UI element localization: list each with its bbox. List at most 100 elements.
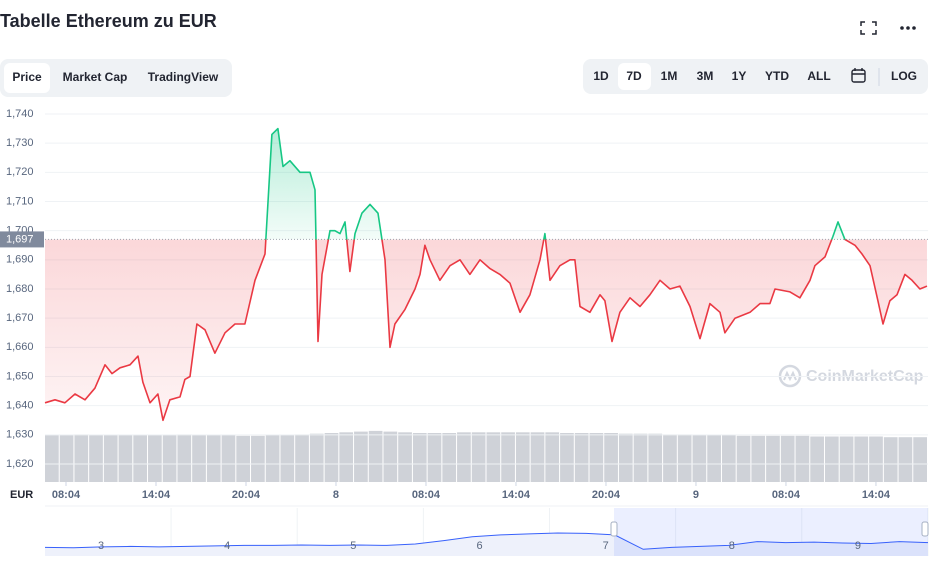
baseline-label-bg: [0, 231, 44, 248]
volume-bar: [324, 433, 339, 482]
volume-bar: [501, 432, 515, 482]
navigator-label: 5: [350, 540, 356, 552]
expand-icon[interactable]: [860, 21, 877, 35]
range[interactable]: 1Y: [732, 69, 747, 83]
navigator-area: [45, 533, 928, 556]
x-tick-label: 14:04: [142, 489, 171, 501]
volume-bar: [280, 435, 295, 482]
volume-bar: [780, 435, 795, 482]
volume-bar: [339, 432, 354, 482]
y-tick-label: 1,740: [6, 108, 34, 120]
navigator-handle[interactable]: [610, 521, 618, 537]
volume-bar: [295, 434, 309, 482]
volume-bar: [412, 433, 427, 482]
x-tick-label: 9: [693, 489, 699, 501]
volume-bar: [589, 433, 604, 482]
volume-bar: [309, 433, 324, 482]
range[interactable]: 1D: [593, 69, 609, 83]
volume-bar: [59, 435, 74, 482]
volume-bar: [883, 437, 898, 482]
y-tick-label: 1,640: [6, 400, 34, 412]
navigator-label: 6: [476, 540, 482, 552]
navigator-label: 4: [224, 540, 230, 552]
navigator-label: 7: [603, 540, 609, 552]
volume-bar: [618, 433, 633, 482]
volume-bar: [530, 432, 545, 482]
more-icon[interactable]: [900, 26, 916, 30]
volume-bar: [133, 435, 148, 482]
volume-bar: [236, 435, 251, 482]
volume-bar: [766, 435, 780, 482]
volume-bar: [427, 433, 442, 482]
price-line: [44, 127, 928, 422]
volume-bar: [795, 435, 810, 482]
volume-bar: [839, 436, 854, 482]
range[interactable]: YTD: [765, 69, 789, 83]
range[interactable]: 7D: [626, 69, 642, 83]
y-tick-label: 1,660: [6, 341, 34, 353]
volume-bar: [854, 436, 869, 482]
volume-bar: [383, 431, 398, 482]
volume-bar: [604, 433, 618, 482]
volume-bar: [192, 435, 206, 482]
volume-bar: [118, 435, 133, 482]
volume-bar: [574, 433, 589, 482]
y-tick-label: 1,710: [6, 195, 34, 207]
volume-bar: [486, 432, 501, 482]
volume-bar: [898, 437, 913, 482]
range-group: [583, 59, 928, 94]
navigator-label: 9: [855, 540, 861, 552]
calendar-icon[interactable]: [851, 68, 866, 83]
x-tick-label: 20:04: [232, 489, 261, 501]
x-tick-label: 08:04: [412, 489, 441, 501]
volume-bar: [265, 435, 280, 482]
volume-bar: [545, 432, 560, 482]
tab-group: [0, 59, 232, 97]
x-tick-label: 08:04: [52, 489, 81, 501]
volume-bar: [751, 435, 766, 482]
y-tick-label: 1,730: [6, 137, 34, 149]
y-tick-label: 1,620: [6, 458, 34, 470]
tab[interactable]: TradingView: [148, 70, 219, 84]
volume-bar: [251, 435, 265, 482]
y-tick-label: 1,680: [6, 283, 34, 295]
volume-bar: [633, 433, 648, 482]
baseline-label: 1,697: [6, 233, 34, 245]
volume-bar: [74, 434, 89, 482]
range[interactable]: ALL: [807, 69, 830, 83]
volume-bar: [663, 434, 677, 482]
navigator-handle[interactable]: [921, 521, 929, 537]
tab[interactable]: Price: [12, 70, 42, 84]
x-tick-label: 08:04: [772, 489, 801, 501]
volume-bar: [736, 435, 751, 482]
volume-bar: [560, 433, 574, 482]
volume-bar: [824, 436, 839, 482]
y-tick-label: 1,650: [6, 370, 34, 382]
volume-bar: [913, 437, 927, 482]
volume-bar: [721, 435, 736, 482]
log-toggle[interactable]: LOG: [891, 69, 917, 83]
volume-bar: [45, 435, 59, 482]
volume-bar: [457, 432, 471, 482]
tab[interactable]: Market Cap: [63, 70, 128, 84]
axis-unit: EUR: [10, 489, 33, 501]
volume-bar: [677, 434, 692, 482]
price-area: [45, 128, 927, 421]
x-tick-label: 14:04: [502, 489, 531, 501]
volume-bar: [692, 435, 707, 482]
volume-bar: [442, 433, 457, 482]
volume-bar: [177, 434, 192, 482]
volume-bar: [648, 433, 663, 482]
x-tick-label: 8: [333, 489, 339, 501]
volume-bar: [148, 435, 162, 482]
x-tick-label: 14:04: [862, 489, 891, 501]
volume-bar: [810, 436, 824, 482]
volume-bar: [398, 432, 412, 482]
range[interactable]: 3M: [697, 69, 714, 83]
volume-bar: [471, 432, 486, 482]
navigator-label: 3: [98, 540, 104, 552]
tab-active-bg: [4, 63, 50, 93]
y-tick-label: 1,720: [6, 166, 34, 178]
range[interactable]: 1M: [661, 69, 678, 83]
